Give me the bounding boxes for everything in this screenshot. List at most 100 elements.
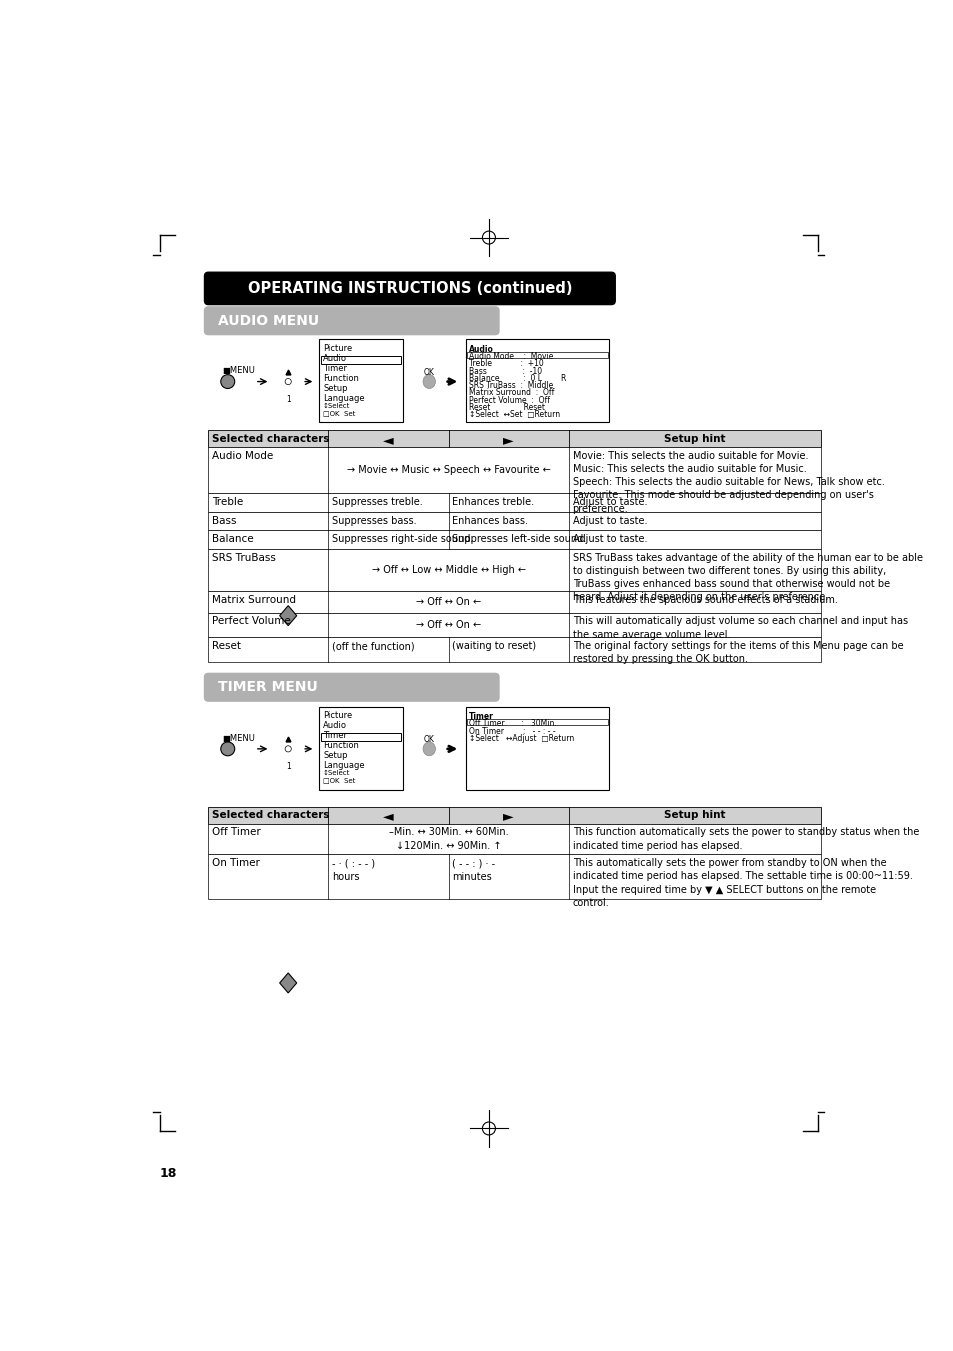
FancyBboxPatch shape [204,307,498,335]
Bar [208,549,820,590]
Text: → Off ↔ On ←: → Off ↔ On ← [416,620,480,630]
Text: This automatically sets the power from standby to ON when the
indicated time per: This automatically sets the power from s… [572,858,911,908]
Text: OK: OK [423,735,435,744]
Text: Setup hint: Setup hint [663,434,724,444]
Text: SRS TruBass  :  Middle: SRS TruBass : Middle [468,381,553,390]
Text: Function: Function [323,374,358,382]
Text: OK: OK [423,367,435,377]
Circle shape [285,746,291,753]
Text: Adjust to taste.: Adjust to taste. [572,497,646,507]
Text: Treble            :  +10: Treble : +10 [468,359,543,369]
Text: Language: Language [323,394,364,403]
Text: Off Timer       :   30Min.: Off Timer : 30Min. [468,719,556,728]
Text: Perfect Volume: Perfect Volume [212,616,291,627]
Bar [208,854,820,898]
Text: Adjust to taste.: Adjust to taste. [572,516,646,526]
Text: Adjust to taste.: Adjust to taste. [572,534,646,544]
Text: - · ( : - - )
hours: - · ( : - - ) hours [332,858,375,882]
Text: ↕Select: ↕Select [323,403,350,409]
Text: ↕Select  ↔Set  □Return: ↕Select ↔Set □Return [468,411,559,419]
Text: Balance: Balance [212,534,253,544]
Text: Bass: Bass [212,516,236,526]
Text: Matrix Surround  :  Off: Matrix Surround : Off [468,389,554,397]
Text: Language: Language [323,762,364,770]
Text: Matrix Surround: Matrix Surround [212,594,296,605]
Text: Bass               :  -10: Bass : -10 [468,366,541,376]
Text: OPERATING INSTRUCTIONS (continued): OPERATING INSTRUCTIONS (continued) [248,281,572,296]
Text: Suppresses bass.: Suppresses bass. [332,516,416,526]
Text: Suppresses treble.: Suppresses treble. [332,497,423,507]
Bar [208,447,820,493]
Text: Selected characters: Selected characters [212,811,330,820]
Text: Audio Mode: Audio Mode [212,451,274,461]
Text: ■MENU: ■MENU [222,366,255,376]
Text: Picture: Picture [323,711,352,720]
Bar [208,807,820,824]
Text: –Min. ↔ 30Min. ↔ 60Min.
↓120Min. ↔ 90Min. ↑: –Min. ↔ 30Min. ↔ 60Min. ↓120Min. ↔ 90Min… [389,827,508,851]
Text: Selected characters: Selected characters [212,434,330,444]
Text: Picture: Picture [323,345,352,353]
Text: Setup: Setup [323,384,347,393]
Text: Timer: Timer [323,731,347,740]
Text: Function: Function [323,742,358,750]
Text: ↕Select   ↔Adjust  □Return: ↕Select ↔Adjust □Return [468,734,574,743]
Text: (waiting to reset): (waiting to reset) [452,642,536,651]
Text: This will automatically adjust volume so each channel and input has
the same ave: This will automatically adjust volume so… [572,616,907,639]
Text: → Off ↔ On ←: → Off ↔ On ← [416,597,480,607]
Text: ◄: ◄ [382,809,393,824]
Text: (off the function): (off the function) [332,642,415,651]
Text: ( - - : ) · -
minutes: ( - - : ) · - minutes [452,858,496,882]
Text: ►: ► [502,809,513,824]
Circle shape [285,378,291,385]
Text: ◄: ◄ [382,434,393,447]
Text: Treble: Treble [212,497,243,507]
Circle shape [220,374,234,389]
Text: 1: 1 [286,762,291,771]
Bar [465,339,608,423]
Bar [208,824,820,854]
Bar [320,357,401,363]
Text: ■MENU: ■MENU [222,734,255,743]
Text: SRS TruBass: SRS TruBass [212,553,275,562]
Polygon shape [279,605,296,626]
Text: On Timer        :   - - : - -: On Timer : - - : - - [468,727,555,735]
Text: Setup hint: Setup hint [663,811,724,820]
Text: This features the spacious sound effects of a stadium.: This features the spacious sound effects… [572,594,837,605]
Text: 18: 18 [159,1167,176,1179]
Text: □OK  Set: □OK Set [323,777,355,784]
Text: On Timer: On Timer [212,858,260,869]
Text: Off Timer: Off Timer [212,827,261,838]
Text: SRS TruBass takes advantage of the ability of the human ear to be able
to distin: SRS TruBass takes advantage of the abili… [572,553,922,603]
Text: Timer: Timer [468,712,493,721]
Bar [208,530,820,549]
Bar [208,430,820,447]
Text: This function automatically sets the power to standby status when the
indicated : This function automatically sets the pow… [572,827,918,851]
Text: AUDIO MENU: AUDIO MENU [217,313,318,328]
Polygon shape [279,973,296,993]
Text: Suppresses right-side sound.: Suppresses right-side sound. [332,534,474,544]
Text: Audio Mode    :  Movie: Audio Mode : Movie [468,351,553,361]
Text: Perfect Volume  :  Off: Perfect Volume : Off [468,396,549,405]
Text: ►: ► [502,434,513,447]
Text: Enhances treble.: Enhances treble. [452,497,534,507]
Text: Setup: Setup [323,751,347,761]
Text: ↕Select: ↕Select [323,770,350,775]
Ellipse shape [422,374,435,389]
Text: Suppresses left-side sound.: Suppresses left-side sound. [452,534,586,544]
Bar [467,719,607,725]
Bar [319,339,402,423]
Bar [320,734,401,742]
Bar [208,493,820,512]
Bar [208,638,820,662]
Text: → Off ↔ Low ↔ Middle ↔ High ←: → Off ↔ Low ↔ Middle ↔ High ← [372,565,525,574]
FancyBboxPatch shape [204,673,498,701]
Text: 1: 1 [286,394,291,404]
Bar [208,590,820,612]
Bar [467,351,607,358]
Bar [208,512,820,530]
Text: Reset: Reset [212,642,241,651]
FancyBboxPatch shape [204,273,615,304]
Text: Audio: Audio [323,721,347,731]
Bar [208,612,820,638]
Text: Balance          :  0 L        R: Balance : 0 L R [468,374,565,382]
